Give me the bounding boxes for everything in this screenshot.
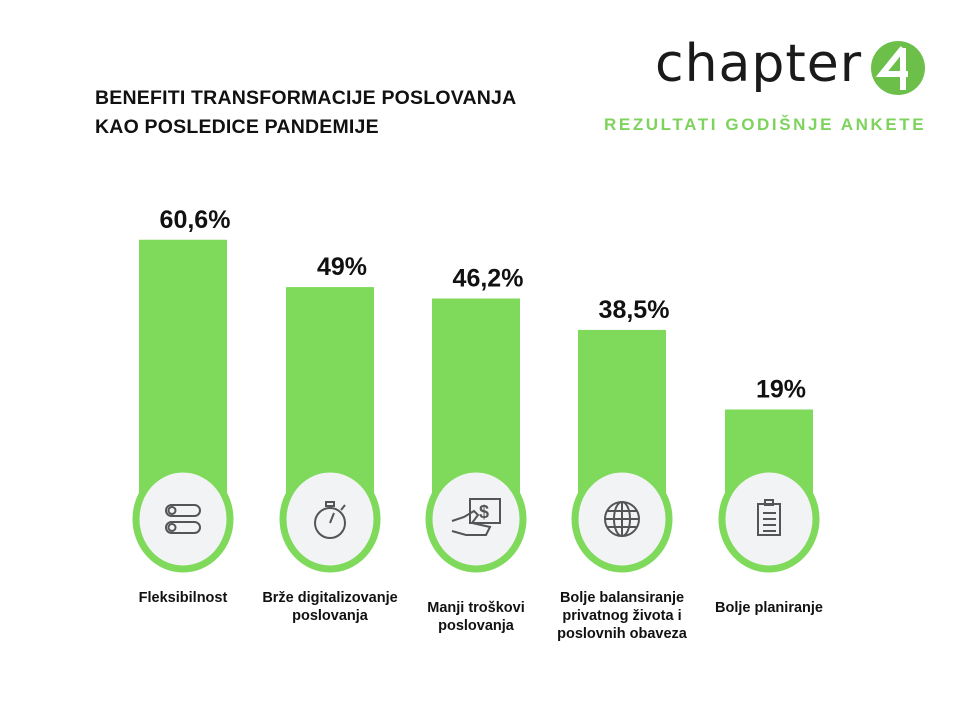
- icon-circle: [279, 465, 381, 573]
- logo-text: chapter: [655, 34, 863, 94]
- value-label: 60,6%: [160, 206, 231, 234]
- svg-text:$: $: [479, 502, 489, 522]
- bar-group: $46,2%: [425, 265, 527, 573]
- icon-circle: [132, 465, 234, 573]
- clipboard-icon: [757, 499, 781, 536]
- toggle-icon: [165, 504, 201, 534]
- subtitle: REZULTATI GODIŠNJE ANKETE: [604, 115, 927, 134]
- value-label: 49%: [317, 253, 367, 281]
- category-label: Fleksibilnost: [138, 590, 228, 606]
- logo-4-icon: [871, 41, 925, 95]
- category-label: Brže digitalizovanje poslovanja: [262, 590, 398, 624]
- value-label: 19%: [756, 375, 806, 403]
- value-label: 38,5%: [599, 296, 670, 324]
- payment-hand-icon: $: [451, 498, 501, 536]
- bar-group: 19%: [718, 375, 820, 573]
- bar-group: 38,5%: [571, 296, 673, 573]
- bar-group: 60,6%: [132, 206, 234, 573]
- title-line-2: KAO POSLEDICE PANDEMIJE: [95, 116, 379, 138]
- category-label: Manji troškovi poslovanja: [427, 600, 525, 634]
- category-label: Bolje balansiranje privatnog života i po…: [557, 590, 687, 642]
- bar-group: 49%: [279, 253, 381, 573]
- stopwatch-icon: [314, 501, 346, 539]
- title-line-1: BENEFITI TRANSFORMACIJE POSLOVANJA: [95, 87, 517, 109]
- globe-icon: [604, 501, 640, 537]
- value-label: 46,2%: [453, 265, 524, 293]
- category-label: Bolje planiranje: [715, 600, 823, 616]
- chart-title: BENEFITI TRANSFORMACIJE POSLOVANJA KAO P…: [95, 84, 516, 142]
